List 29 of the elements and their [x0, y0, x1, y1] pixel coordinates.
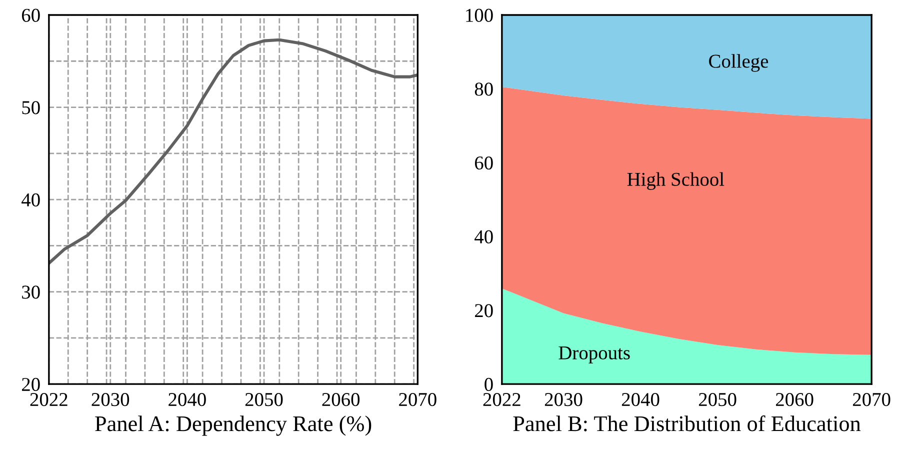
x-tick-label: 2040 — [168, 392, 206, 406]
y-tick-label: 60 — [474, 156, 493, 170]
y-tick-label: 40 — [474, 230, 493, 244]
line-series — [48, 38, 418, 265]
y-tick-label: 40 — [22, 193, 40, 206]
series-label: Dropouts — [558, 346, 630, 364]
x-tick-label: 2050 — [698, 392, 736, 406]
y-tick-label: 60 — [22, 8, 40, 22]
x-tick-label: 2030 — [92, 392, 130, 406]
x-tick-label: 2060 — [322, 392, 360, 406]
x-tick-label: 2040 — [622, 392, 660, 406]
x-tick-label: 2070 — [852, 392, 890, 406]
y-tick-label: 80 — [474, 82, 493, 96]
y-tick-label: 30 — [22, 286, 40, 299]
x-tick-label: 2030 — [544, 392, 582, 406]
x-tick-label: 2022 — [483, 392, 520, 406]
y-tick-label: 0 — [484, 378, 493, 392]
x-tick-label: 2022 — [30, 392, 68, 406]
series-label: College — [709, 54, 768, 72]
y-tick-label: 20 — [22, 378, 40, 392]
x-tick-label: 2060 — [776, 392, 814, 406]
y-tick-label: 20 — [475, 304, 493, 318]
x-tick-label: 2050 — [245, 392, 283, 406]
y-tick-label: 100 — [466, 8, 493, 22]
series-label: High School — [627, 172, 724, 190]
text: Panel B: The Distribution of Education — [513, 415, 861, 432]
y-tick-label: 50 — [22, 101, 40, 114]
text: Panel A: Dependency Rate (%) — [95, 416, 372, 436]
x-tick-label: 2070 — [399, 392, 436, 406]
